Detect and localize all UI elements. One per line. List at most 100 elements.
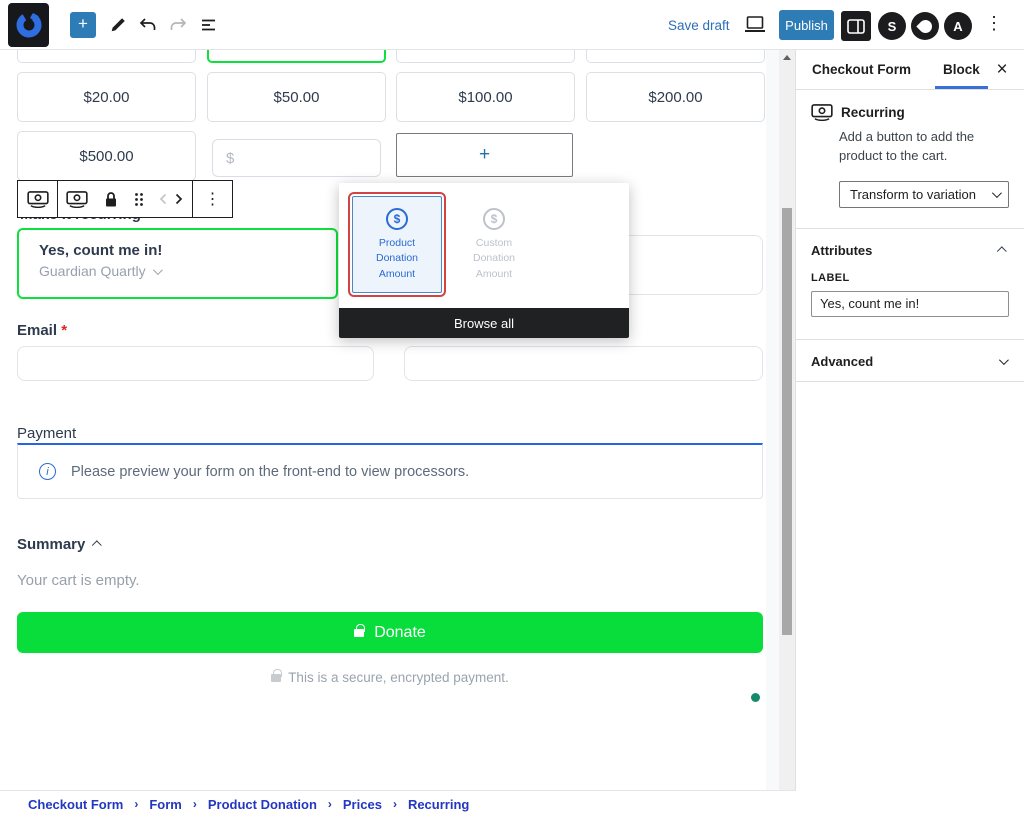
publish-button[interactable]: Publish xyxy=(779,10,834,40)
tile-label-line: Donation xyxy=(472,252,516,265)
summary-toggle[interactable]: Summary xyxy=(17,536,103,553)
breadcrumb-product-donation[interactable]: Product Donation xyxy=(207,796,317,812)
required-asterisk: * xyxy=(61,322,68,339)
plugin-s-icon[interactable]: S xyxy=(878,12,906,40)
recurring-option-block[interactable]: Yes, count me in! Guardian Quartly xyxy=(17,228,338,299)
block-card-description: Add a button to add the product to the c… xyxy=(839,129,975,163)
advanced-panel-toggle[interactable]: Advanced xyxy=(796,340,1024,382)
cart-empty-text: Your cart is empty. xyxy=(17,572,140,589)
tile-label-line: Product xyxy=(378,237,416,250)
chevron-up-icon xyxy=(92,540,103,551)
plugin-a-icon[interactable]: A xyxy=(944,12,972,40)
tile-label-line: Custom xyxy=(475,237,513,250)
redo-icon[interactable] xyxy=(166,13,190,37)
transform-select-value: Transform to variation xyxy=(850,186,976,202)
site-logo[interactable] xyxy=(8,3,49,47)
secure-note-text: This is a secure, encrypted payment. xyxy=(288,670,509,685)
list-view-icon[interactable] xyxy=(198,13,222,37)
editor-canvas: $20.00 $50.00 $100.00 $200.00 $500.00 + … xyxy=(0,50,779,790)
preview-device-icon[interactable] xyxy=(744,15,766,34)
breadcrumb-recurring[interactable]: Recurring xyxy=(407,796,470,812)
recurring-plan-select[interactable]: Guardian Quartly xyxy=(39,263,336,279)
price-button-row1[interactable] xyxy=(586,50,765,63)
block-options-icon[interactable]: ⋮ xyxy=(192,180,233,218)
breadcrumb-prices[interactable]: Prices xyxy=(342,796,382,812)
drag-handle-icon[interactable] xyxy=(126,181,152,217)
settings-sidebar-toggle[interactable] xyxy=(841,11,871,41)
parent-block-button[interactable] xyxy=(17,180,58,218)
tile-label-line: Donation xyxy=(375,252,419,265)
attributes-panel-toggle[interactable]: Attributes xyxy=(796,229,1024,270)
scrollbar-track[interactable] xyxy=(779,50,795,790)
transform-to-variation-select[interactable]: Transform to variation xyxy=(839,180,1009,208)
editor-header: + Save draft Publish S A ⋮ xyxy=(0,0,1024,50)
block-card-title: Recurring xyxy=(841,105,905,120)
dollar-circle-icon: $ xyxy=(483,208,505,231)
tab-block[interactable]: Block xyxy=(927,50,996,89)
tile-custom-donation-amount[interactable]: $ Custom Donation Amount xyxy=(449,196,539,293)
price-button-row1-selected[interactable] xyxy=(207,50,386,63)
undo-icon[interactable] xyxy=(136,13,160,37)
recurring-plan-value: Guardian Quartly xyxy=(39,263,146,279)
secondary-input[interactable] xyxy=(404,346,763,381)
info-icon: i xyxy=(39,463,56,480)
sidebar-tabs: Checkout Form Block × xyxy=(796,50,1024,90)
lock-icon xyxy=(271,668,282,682)
attributes-title: Attributes xyxy=(811,242,873,258)
block-inserter-popup: $ Product Donation Amount $ Custom Donat… xyxy=(339,183,629,338)
chevron-up-icon xyxy=(996,245,1007,256)
price-button-100[interactable]: $100.00 xyxy=(396,72,575,122)
price-button-20[interactable]: $20.00 xyxy=(17,72,196,122)
price-button-50[interactable]: $50.00 xyxy=(207,72,386,122)
payment-notice-box: i Please preview your form on the front-… xyxy=(17,443,763,499)
email-label-text: Email xyxy=(17,322,58,339)
banknote-icon xyxy=(26,190,49,208)
block-inserter-button[interactable]: + xyxy=(70,12,96,38)
label-field-input[interactable] xyxy=(811,290,1009,317)
block-type-button[interactable] xyxy=(58,181,96,217)
edit-mode-pencil-icon[interactable] xyxy=(106,13,130,37)
close-icon[interactable]: × xyxy=(996,59,1008,80)
banknote-icon xyxy=(66,190,88,208)
price-button-row1[interactable] xyxy=(17,50,196,63)
block-breadcrumb: Checkout Form › Form › Product Donation … xyxy=(0,790,796,817)
block-toolbar: ⋮ xyxy=(17,180,233,218)
scrollbar-up-arrow[interactable] xyxy=(783,55,791,60)
breadcrumb-separator: › xyxy=(134,797,139,811)
lock-button[interactable] xyxy=(96,181,126,217)
custom-amount-input[interactable] xyxy=(212,139,381,177)
scrollbar-thumb[interactable] xyxy=(782,208,792,635)
chevron-down-icon xyxy=(152,264,163,275)
banknote-icon xyxy=(811,104,833,121)
save-draft-button[interactable]: Save draft xyxy=(668,18,730,33)
payment-section-title: Payment xyxy=(17,425,77,442)
label-field-caption: LABEL xyxy=(811,271,850,284)
label-field-group: LABEL xyxy=(796,270,1024,340)
breadcrumb-form[interactable]: Form xyxy=(149,796,182,812)
payment-notice-text: Please preview your form on the front-en… xyxy=(71,463,470,480)
email-label: Email * xyxy=(17,322,67,339)
tile-product-donation-amount[interactable]: $ Product Donation Amount xyxy=(348,192,446,297)
breadcrumb-checkout-form[interactable]: Checkout Form xyxy=(28,796,124,812)
price-button-500[interactable]: $500.00 xyxy=(17,131,196,181)
lock-icon xyxy=(354,623,365,637)
browse-all-button[interactable]: Browse all xyxy=(339,308,629,338)
add-price-button[interactable]: + xyxy=(396,133,573,177)
summary-title-text: Summary xyxy=(17,536,86,553)
secure-payment-note: This is a secure, encrypted payment. xyxy=(17,668,763,685)
options-menu-icon[interactable]: ⋮ xyxy=(985,13,1003,33)
tab-checkout-form[interactable]: Checkout Form xyxy=(812,62,912,77)
lock-icon xyxy=(106,191,116,206)
move-down-icon[interactable] xyxy=(171,181,192,217)
blob-shape xyxy=(915,16,935,36)
price-button-row1[interactable] xyxy=(396,50,575,63)
plugin-blob-icon[interactable] xyxy=(911,12,939,40)
block-toolbar-group xyxy=(57,180,193,218)
email-input[interactable] xyxy=(17,346,374,381)
price-button-200[interactable]: $200.00 xyxy=(586,72,765,122)
donate-button-label: Donate xyxy=(374,623,426,641)
breadcrumb-separator: › xyxy=(327,797,332,811)
dollar-circle-icon: $ xyxy=(386,208,408,231)
move-up-icon[interactable] xyxy=(152,181,171,217)
donate-button[interactable]: Donate xyxy=(17,612,763,653)
